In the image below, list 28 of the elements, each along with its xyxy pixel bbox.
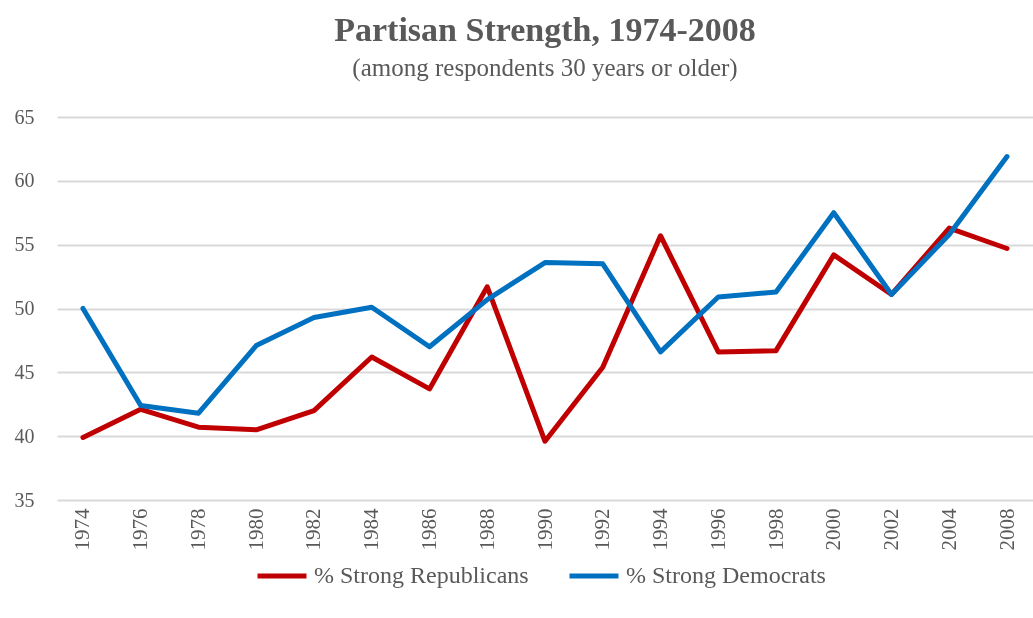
x-tick-label: 1980 (243, 508, 268, 551)
legend-label: % Strong Democrats (626, 562, 826, 588)
x-tick-label: 1974 (70, 508, 95, 551)
x-tick-label: 1976 (128, 508, 153, 551)
x-tick-label: 1982 (301, 508, 326, 551)
x-tick-label: 2000 (821, 508, 846, 551)
x-tick-label: 1984 (359, 508, 384, 551)
y-tick-label: 55 (14, 233, 35, 256)
x-tick-label: 1990 (532, 508, 557, 551)
legend-label: % Strong Republicans (314, 562, 529, 588)
y-tick-label: 50 (14, 297, 35, 319)
x-tick-label: 2008 (994, 508, 1019, 551)
chart-title: Partisan Strength, 1974-2008 (334, 11, 756, 48)
y-tick-label: 35 (14, 488, 35, 511)
y-tick-label: 65 (14, 105, 35, 128)
x-tick-label: 1996 (705, 508, 730, 551)
x-tick-label: 1988 (474, 508, 499, 551)
y-tick-label: 45 (14, 360, 35, 383)
x-tick-label: 1998 (763, 508, 788, 551)
x-tick-label: 1978 (185, 508, 210, 551)
x-tick-label: 1992 (590, 508, 615, 551)
chart-subtitle: (among respondents 30 years or older) (352, 54, 738, 82)
y-tick-label: 40 (14, 424, 35, 447)
x-tick-label: 1994 (648, 508, 672, 551)
x-tick-label: 2004 (936, 508, 961, 551)
x-tick-label: 2002 (879, 508, 904, 551)
y-tick-label: 60 (14, 169, 35, 192)
x-tick-label: 1986 (417, 508, 441, 551)
